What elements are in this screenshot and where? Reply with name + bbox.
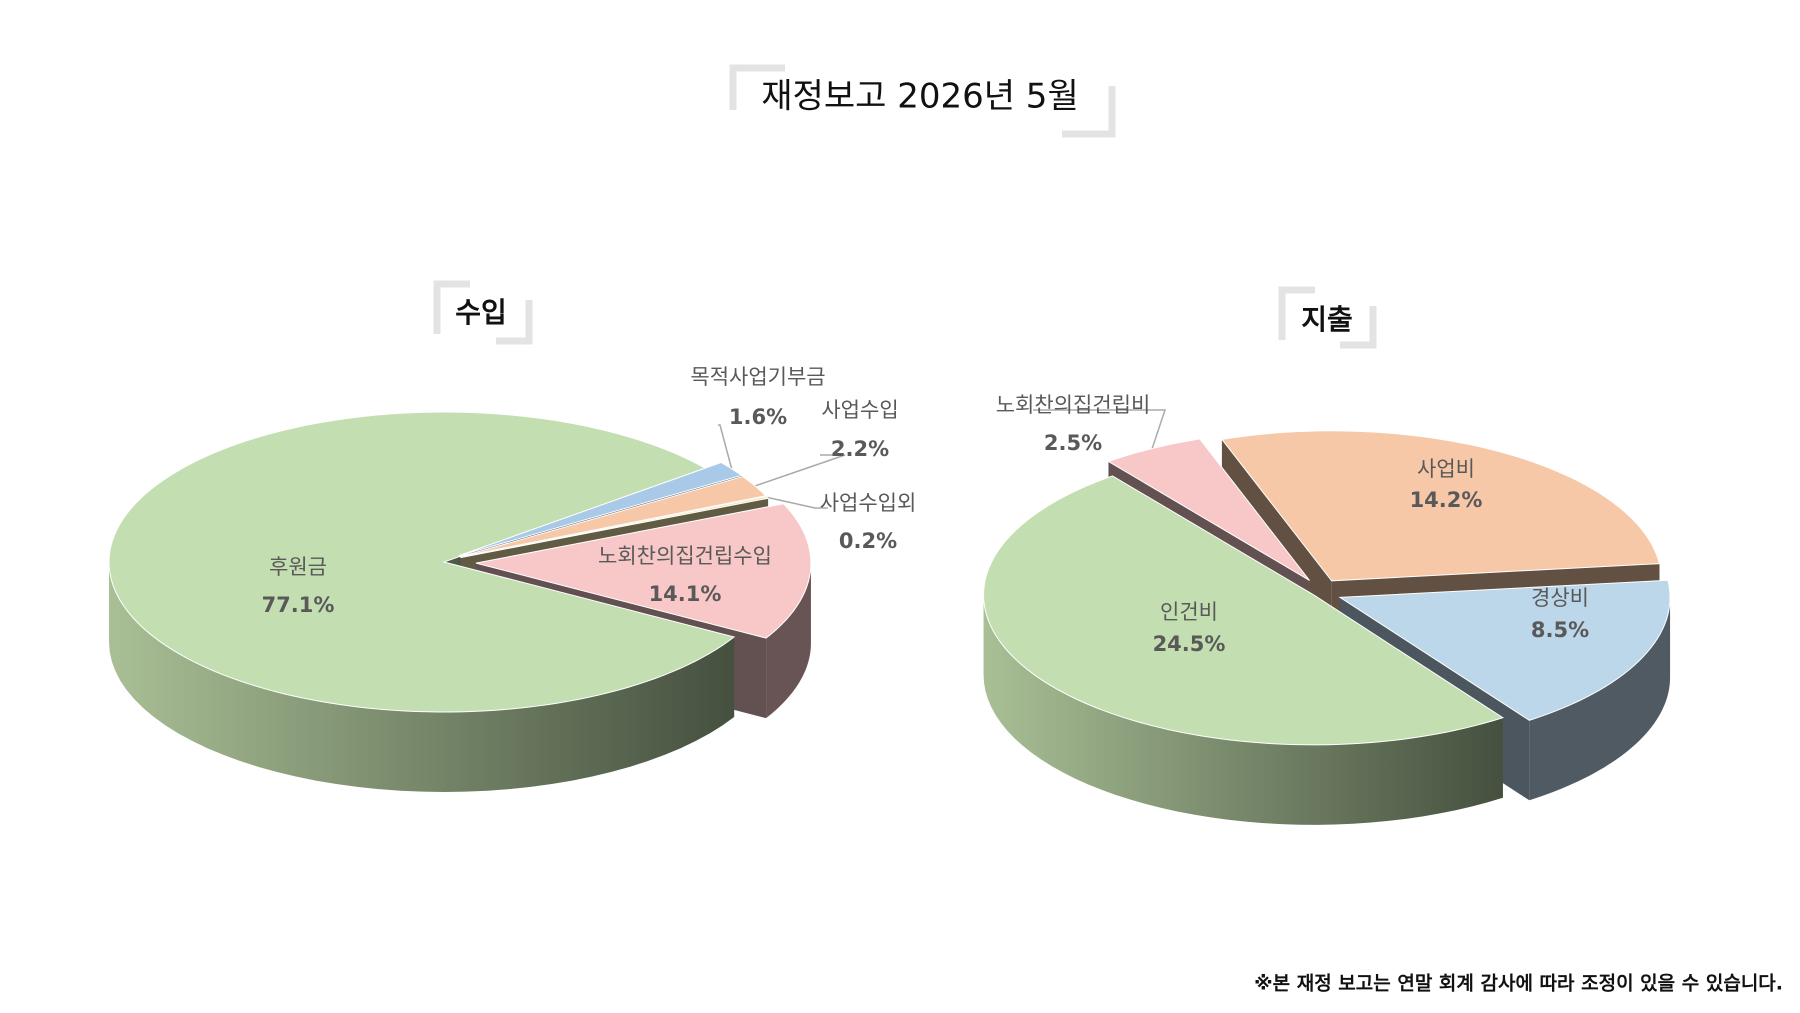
slice-label: 사업비 — [1417, 457, 1475, 481]
slice-label: 노회찬의집건립비 — [996, 393, 1151, 417]
value-label: 14.1% — [649, 582, 722, 606]
slice — [983, 475, 1505, 746]
chart-title: 수입 — [455, 296, 507, 329]
bracket — [729, 64, 785, 110]
slice-label: 목적사업기부금 — [690, 365, 825, 389]
chart-title: 지출 — [1301, 303, 1353, 336]
slice — [459, 475, 767, 558]
slice — [460, 495, 770, 559]
value-label: 14.2% — [1410, 488, 1483, 512]
bracket — [496, 300, 533, 345]
slice-label: 경상비 — [1531, 586, 1589, 610]
slice — [1107, 438, 1310, 581]
slice — [108, 411, 736, 713]
slice — [475, 503, 812, 639]
slice-label: 후원금 — [269, 555, 327, 579]
page-title: 재정보고 2026년 5월 — [761, 77, 1078, 117]
bracket — [1340, 306, 1377, 349]
slice-label: 노회찬의집건립수입 — [598, 544, 772, 568]
value-label: 1.6% — [729, 405, 787, 429]
value-label: 8.5% — [1531, 618, 1589, 642]
value-label: 24.5% — [1153, 632, 1226, 656]
slice — [458, 461, 743, 557]
bracket — [1062, 86, 1116, 138]
slice — [1220, 430, 1661, 582]
leader-line — [1033, 409, 1167, 449]
slice-side — [109, 562, 735, 792]
leader-line — [718, 424, 733, 469]
leader-line — [767, 496, 828, 509]
slice-label: 인건비 — [1160, 600, 1218, 624]
slice-side — [983, 594, 1503, 825]
value-label: 0.2% — [839, 529, 897, 553]
value-label: 77.1% — [262, 593, 335, 617]
slice-label: 사업수입 — [821, 398, 898, 422]
bracket — [1278, 286, 1315, 340]
value-label: 2.2% — [831, 437, 889, 461]
bracket — [433, 280, 470, 334]
footnote: ※본 재정 보고는 연말 회계 감사에 따라 조정이 있을 수 있습니다. — [1254, 973, 1783, 995]
slice-label: 사업수입외 — [820, 491, 917, 515]
slice-side — [1529, 597, 1671, 801]
value-label: 2.5% — [1044, 431, 1102, 455]
slice — [1338, 579, 1671, 721]
leader-line — [754, 454, 846, 487]
